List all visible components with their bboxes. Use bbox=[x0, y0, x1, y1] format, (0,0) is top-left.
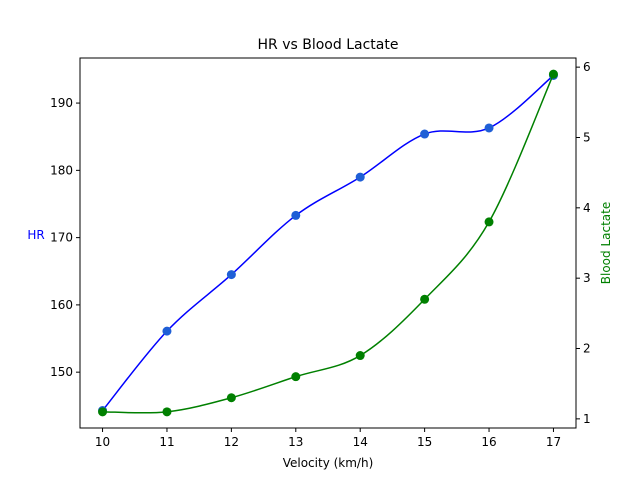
plot-frame bbox=[79, 57, 577, 429]
right-y-tick-label: 5 bbox=[583, 130, 591, 144]
x-tick-label: 10 bbox=[95, 435, 110, 449]
left-y-tick-label: 190 bbox=[50, 96, 73, 110]
lactate-point bbox=[226, 393, 236, 403]
lactate-point bbox=[355, 351, 365, 361]
x-tick-label: 13 bbox=[288, 435, 303, 449]
lactate-point bbox=[291, 372, 301, 382]
left-y-tick-label: 170 bbox=[50, 231, 73, 245]
chart-title: HR vs Blood Lactate bbox=[258, 37, 399, 53]
lactate-point bbox=[98, 407, 108, 417]
hr-point bbox=[291, 210, 301, 220]
left-y-tick-label: 160 bbox=[50, 298, 73, 312]
hr-point bbox=[420, 129, 430, 139]
x-tick-label: 14 bbox=[353, 435, 368, 449]
lactate-point bbox=[162, 407, 172, 417]
x-tick-label: 16 bbox=[481, 435, 496, 449]
hr-point bbox=[484, 123, 494, 133]
right-y-tick-label: 4 bbox=[583, 201, 591, 215]
right-y-tick-label: 1 bbox=[583, 412, 591, 426]
series-layer bbox=[98, 69, 558, 417]
left-y-tick-label: 180 bbox=[50, 163, 73, 177]
x-tick-label: 15 bbox=[417, 435, 432, 449]
hr-point bbox=[226, 270, 236, 280]
hr-point bbox=[355, 172, 365, 182]
lactate-point bbox=[484, 217, 494, 227]
right-y-tick-label: 2 bbox=[583, 342, 591, 356]
lactate-point bbox=[420, 294, 430, 304]
left-y-tick-label: 150 bbox=[50, 365, 73, 379]
x-tick-label: 17 bbox=[546, 435, 561, 449]
left-y-axis-label: HR bbox=[27, 228, 44, 242]
x-tick-label: 11 bbox=[159, 435, 174, 449]
hr-point bbox=[162, 326, 172, 336]
x-axis-label: Velocity (km/h) bbox=[283, 456, 374, 470]
right-y-tick-label: 3 bbox=[583, 271, 591, 285]
right-y-axis-label: Blood Lactate bbox=[599, 202, 613, 284]
x-tick-label: 12 bbox=[224, 435, 239, 449]
lactate-point bbox=[548, 69, 558, 79]
right-y-tick-label: 6 bbox=[583, 60, 591, 74]
